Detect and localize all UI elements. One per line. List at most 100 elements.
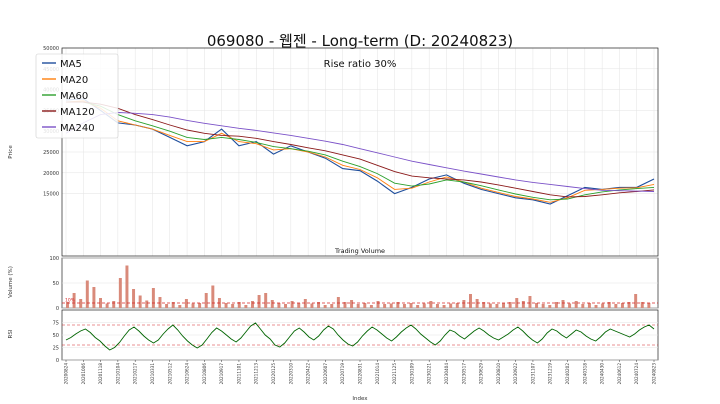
x-tick-label: 20221125 bbox=[392, 363, 397, 385]
volume-bar bbox=[541, 304, 545, 308]
volume-bar bbox=[72, 293, 76, 308]
rsi-tick-label: 75 bbox=[53, 321, 59, 327]
x-tick-label: 20240318 bbox=[582, 363, 587, 385]
price-frame bbox=[61, 47, 659, 257]
x-tick-label: 20201006 bbox=[81, 363, 86, 385]
volume-bar bbox=[363, 303, 367, 308]
price-tick-label: 20000 bbox=[43, 171, 59, 177]
volume-bar bbox=[429, 301, 433, 308]
volume-bar bbox=[277, 303, 281, 308]
volume-bar bbox=[165, 304, 169, 308]
volume-bar bbox=[475, 299, 479, 308]
legend-label-ma240: MA240 bbox=[60, 123, 95, 134]
volume-bar bbox=[257, 295, 261, 308]
x-tick-label: 20210217 bbox=[133, 363, 138, 385]
volume-bar bbox=[211, 285, 215, 308]
volume-bar bbox=[601, 303, 605, 308]
legend-box bbox=[35, 53, 119, 139]
x-tick-label: 20210331 bbox=[150, 363, 155, 385]
series-line-ma240 bbox=[65, 112, 655, 192]
volume-bar bbox=[409, 303, 413, 308]
volume-bar bbox=[336, 297, 340, 308]
volume-bar bbox=[535, 303, 539, 308]
legend-label-ma60: MA60 bbox=[60, 91, 88, 102]
legend-label-ma20: MA20 bbox=[60, 75, 88, 86]
volume-bar bbox=[515, 298, 519, 308]
price-tick-label: 25000 bbox=[43, 150, 59, 156]
x-tick-label: 20220719 bbox=[340, 363, 345, 385]
volume-bar bbox=[138, 295, 142, 308]
volume-bar bbox=[495, 304, 499, 308]
rsi-axis-label: RSI bbox=[8, 329, 14, 338]
volume-panel: 0 50 100 10% bbox=[49, 256, 659, 312]
volume-axis-label: Volume (%) bbox=[8, 266, 14, 298]
volume-bar bbox=[488, 303, 492, 308]
volume-bar bbox=[264, 293, 268, 308]
x-tick-label: 20230109 bbox=[409, 363, 414, 385]
volume-bar bbox=[614, 304, 618, 308]
volume-bar bbox=[66, 302, 69, 308]
x-tick-label: 20210512 bbox=[167, 363, 172, 385]
volume-bar bbox=[99, 298, 102, 308]
legend: MA5 MA20 MA60 MA120 MA240 bbox=[35, 53, 119, 139]
x-tick-label: 20230221 bbox=[427, 363, 432, 385]
volume-bar bbox=[383, 304, 387, 308]
volume-tick-label: 100 bbox=[49, 256, 59, 262]
series-line-ma60 bbox=[66, 101, 655, 201]
volume-bar bbox=[435, 304, 439, 308]
series-line-ma120 bbox=[66, 101, 655, 198]
volume-bar bbox=[184, 299, 188, 308]
volume-bar bbox=[462, 300, 466, 308]
x-tick-label: 20210624 bbox=[185, 363, 190, 385]
x-tick-label: 20201118 bbox=[98, 363, 103, 385]
volume-tick-label: 50 bbox=[53, 281, 59, 287]
volume-bar bbox=[310, 303, 314, 308]
volume-bar bbox=[132, 289, 136, 308]
volume-bar bbox=[508, 302, 512, 308]
x-tick-label: 20240724 bbox=[634, 363, 639, 385]
volume-bar bbox=[594, 305, 598, 308]
volume-bar bbox=[561, 300, 565, 308]
volume-bar bbox=[112, 301, 116, 308]
volume-bar bbox=[640, 302, 644, 308]
volume-bar bbox=[548, 305, 552, 308]
x-tick-label: 20221014 bbox=[375, 363, 380, 385]
chart-title: 069080 - 웹젠 - Long-term (D: 20240823) bbox=[207, 32, 513, 50]
x-tick-label: 20240823 bbox=[652, 363, 657, 385]
volume-bar bbox=[85, 280, 89, 308]
volume-bar bbox=[145, 300, 149, 308]
volume-bar bbox=[92, 287, 96, 308]
volume-bar bbox=[581, 304, 585, 308]
volume-bar bbox=[634, 294, 638, 308]
x-tick-label: 20240430 bbox=[600, 363, 605, 385]
volume-bar bbox=[284, 304, 287, 308]
price-tick-label: 50000 bbox=[43, 46, 59, 52]
volume-bar bbox=[587, 303, 591, 308]
volume-bar bbox=[224, 303, 228, 308]
volume-tick-label: 0 bbox=[56, 306, 59, 312]
volume-bar bbox=[270, 300, 274, 308]
volume-bar bbox=[250, 301, 254, 308]
volume-bar bbox=[442, 305, 446, 308]
volume-bar bbox=[574, 301, 578, 308]
volume-bar bbox=[482, 302, 486, 308]
rsi-tick-label: 25 bbox=[53, 346, 59, 352]
volume-bar bbox=[422, 303, 426, 308]
rsi-tick-label: 0 bbox=[56, 358, 59, 364]
series-line-ma20 bbox=[65, 100, 655, 203]
volume-bar bbox=[330, 304, 334, 308]
volume-bar bbox=[125, 265, 129, 308]
volume-bar bbox=[297, 303, 301, 308]
x-tick-label: 20230810 bbox=[496, 363, 501, 385]
x-tick-label: 20230404 bbox=[444, 363, 449, 385]
volume-bar bbox=[191, 303, 195, 308]
rise-ratio-annotation: Rise ratio 30% bbox=[324, 59, 397, 70]
volume-bar bbox=[237, 302, 241, 308]
x-tick-label: 20220422 bbox=[306, 363, 311, 385]
volume-bar bbox=[396, 302, 400, 308]
price-axis-label: Price bbox=[8, 145, 14, 159]
x-tick-label: 20200824 bbox=[64, 363, 69, 385]
volume-bar bbox=[303, 299, 307, 308]
x-tick-label: 20220125 bbox=[271, 363, 276, 385]
volume-bar bbox=[158, 297, 162, 308]
